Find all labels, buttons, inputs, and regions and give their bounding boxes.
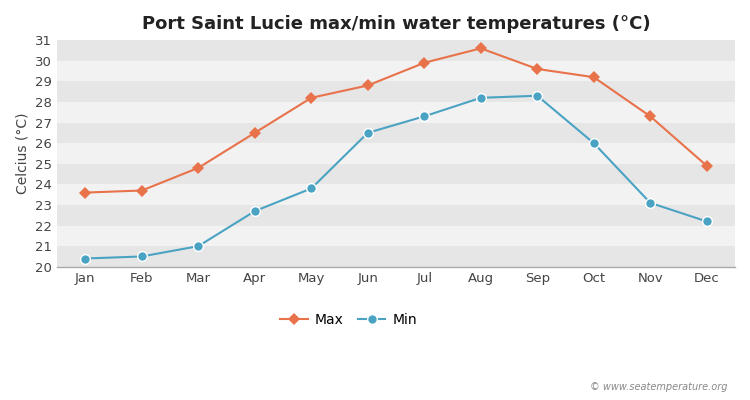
Bar bbox=[57, 122, 735, 143]
Max bbox=[307, 95, 316, 100]
Bar bbox=[57, 246, 735, 267]
Min bbox=[646, 200, 655, 205]
Bar bbox=[57, 164, 735, 184]
Max bbox=[251, 130, 260, 135]
Min bbox=[137, 254, 146, 259]
Bar bbox=[57, 61, 735, 81]
Min bbox=[476, 95, 485, 100]
Max bbox=[476, 46, 485, 51]
Bar bbox=[57, 205, 735, 226]
Min bbox=[590, 141, 598, 146]
Legend: Max, Min: Max, Min bbox=[274, 308, 422, 333]
Max bbox=[363, 83, 372, 88]
Min bbox=[307, 186, 316, 191]
Bar bbox=[57, 143, 735, 164]
Min bbox=[251, 209, 260, 214]
Max bbox=[702, 163, 711, 168]
Min bbox=[81, 256, 90, 261]
Max bbox=[194, 166, 202, 170]
Bar bbox=[57, 184, 735, 205]
Max bbox=[137, 188, 146, 193]
Line: Min: Min bbox=[80, 91, 712, 263]
Max bbox=[532, 66, 542, 71]
Min bbox=[532, 93, 542, 98]
Y-axis label: Celcius (°C): Celcius (°C) bbox=[15, 113, 29, 194]
Min bbox=[702, 219, 711, 224]
Max bbox=[646, 114, 655, 119]
Max bbox=[420, 60, 429, 65]
Title: Port Saint Lucie max/min water temperatures (°C): Port Saint Lucie max/min water temperatu… bbox=[142, 15, 650, 33]
Bar bbox=[57, 40, 735, 61]
Bar bbox=[57, 102, 735, 122]
Line: Max: Max bbox=[81, 44, 711, 197]
Bar bbox=[57, 226, 735, 246]
Min bbox=[363, 130, 372, 135]
Min bbox=[420, 114, 429, 119]
Text: © www.seatemperature.org: © www.seatemperature.org bbox=[590, 382, 728, 392]
Min bbox=[194, 244, 202, 248]
Bar bbox=[57, 81, 735, 102]
Max bbox=[81, 190, 90, 195]
Max bbox=[590, 75, 598, 80]
